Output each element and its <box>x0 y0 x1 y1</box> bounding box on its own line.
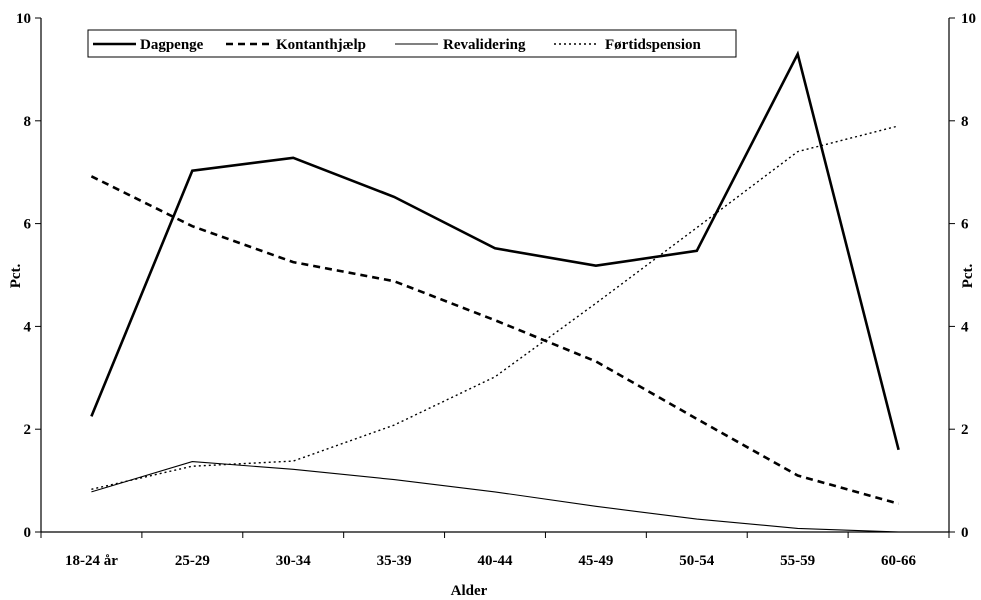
y-tick-label-left: 6 <box>24 217 32 233</box>
x-tick-label: 35-39 <box>377 553 412 569</box>
y-tick-label-left: 8 <box>24 114 32 130</box>
legend-label: Førtidspension <box>605 37 702 53</box>
series-line-revalidering <box>91 461 899 533</box>
y-tick-label-right: 10 <box>961 11 976 27</box>
y-tick-label-right: 8 <box>961 114 969 130</box>
legend: Dagpenge Kontanthjælp Revalidering Førtidsp… <box>87 29 737 58</box>
x-tick-label: 45-49 <box>578 553 613 569</box>
y-tick-label-right: 2 <box>961 422 969 438</box>
y-tick-label-left: 4 <box>24 319 32 335</box>
y-tick-label-right: 0 <box>961 525 969 541</box>
legend-label: Revalidering <box>443 37 526 53</box>
axes: 0 0 2 2 4 4 6 6 8 8 10 10 18-24 år 25-29 30-34 35-39 40-… <box>16 11 976 569</box>
x-tick-label: 50-54 <box>679 553 714 569</box>
x-tick-label: 25-29 <box>175 553 210 569</box>
y-tick-label-left: 2 <box>24 422 32 438</box>
series-line-kontanthjælp <box>90 175 899 505</box>
legend-label: Kontanthjælp <box>276 37 366 53</box>
x-tick-label: 40-44 <box>478 553 513 569</box>
y-tick-label-right: 4 <box>961 319 969 335</box>
x-tick-label: 55-59 <box>780 553 815 569</box>
y-tick-label-left: 10 <box>16 11 31 27</box>
x-tick-label: 30-34 <box>276 553 311 569</box>
x-tick-label: 60-66 <box>881 553 916 569</box>
y-axis-title-left: Pct. <box>8 263 24 288</box>
y-tick-label-left: 0 <box>24 525 32 541</box>
legend-label: Dagpenge <box>140 37 204 53</box>
x-axis-title: Alder <box>451 583 488 599</box>
series-layer <box>90 50 900 533</box>
series-line-førtidspension <box>91 125 899 490</box>
y-tick-label-right: 6 <box>961 217 969 233</box>
x-tick-label: 18-24 år <box>65 553 118 569</box>
series-line-dagpenge <box>90 50 900 451</box>
y-axis-title-right: Pct. <box>960 263 976 288</box>
